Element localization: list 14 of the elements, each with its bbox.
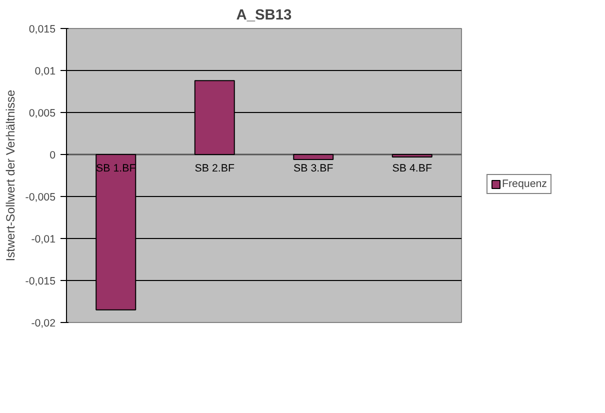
y-tick-label: 0,015: [28, 24, 56, 36]
y-tick-label: -0,01: [31, 234, 56, 246]
legend-label: Frequenz: [502, 178, 548, 190]
y-tick-label: -0,005: [25, 192, 56, 204]
chart-title: A_SB13: [236, 8, 292, 24]
y-tick-label: 0,01: [34, 66, 56, 78]
y-tick-label: 0,005: [28, 108, 56, 120]
x-tick-label: SB 2.BF: [194, 162, 235, 174]
x-tick-label: SB 4.BF: [392, 162, 432, 174]
y-tick-label: -0,02: [31, 318, 56, 330]
x-tick-label: SB 3.BF: [294, 162, 334, 174]
y-axis-title: Istwert-Sollwert der Verhältnisse: [3, 89, 18, 262]
y-tick-label: 0: [50, 150, 56, 162]
y-tick-label: -0,015: [25, 276, 56, 288]
